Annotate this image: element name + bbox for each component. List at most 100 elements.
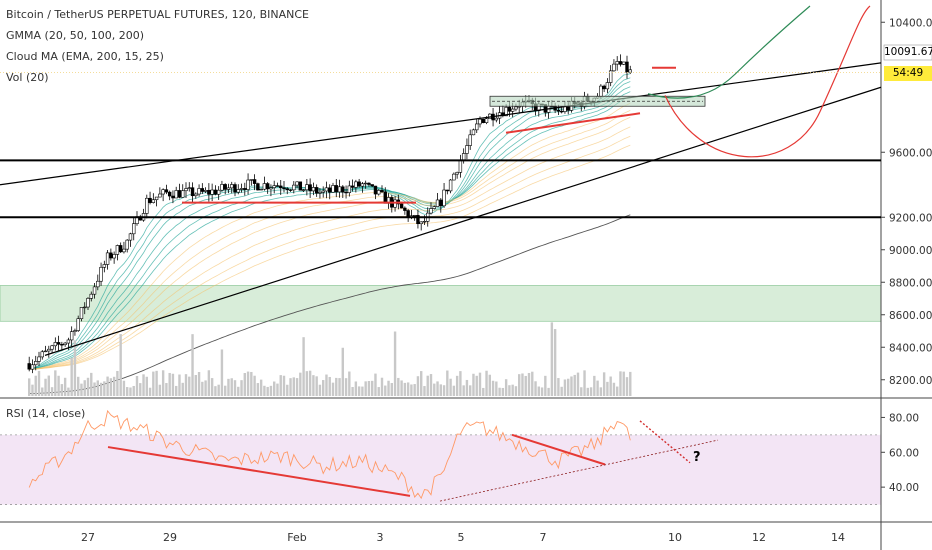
volume-bar [380, 377, 384, 396]
volume-bar [563, 379, 567, 396]
candle-up [622, 61, 626, 65]
volume-bar [462, 385, 465, 396]
candle-down [27, 363, 31, 370]
volume-bar [77, 376, 80, 396]
candle-up [321, 190, 325, 193]
volume-bar [416, 376, 420, 396]
volume-bar [341, 347, 344, 396]
volume-bar [449, 378, 452, 396]
candle-up [419, 221, 423, 225]
gmma-long-line [29, 144, 631, 370]
volume-bar [602, 372, 606, 396]
volume-bar [286, 384, 289, 396]
volume-bar [527, 372, 531, 396]
rsi-tick-label: 40.00 [889, 482, 919, 494]
volume-bar [576, 372, 580, 396]
rsi-rising-trendline [439, 439, 719, 502]
volume-bar [397, 377, 400, 396]
volume-bar [302, 337, 305, 396]
rsi-legend[interactable]: RSI (14, close) [6, 407, 86, 420]
candle-down [370, 184, 374, 187]
candle-down [190, 187, 195, 197]
volume-bar [328, 376, 331, 396]
upper-trendline [0, 62, 882, 186]
candle-up [465, 145, 469, 154]
candle-down [481, 118, 485, 123]
volume-bar [629, 371, 632, 396]
volume-bar [210, 378, 214, 396]
candle-up [599, 85, 603, 97]
volume-bar [207, 370, 211, 396]
candle-up [66, 339, 71, 344]
candle-up [354, 181, 358, 188]
volume-bar [312, 375, 315, 396]
volume-bar [377, 387, 380, 396]
last-price-badge [883, 44, 932, 61]
candle-down [308, 184, 312, 192]
candle-up [73, 330, 77, 333]
volume-bar [504, 379, 508, 396]
cloud-ma-legend[interactable]: Cloud MA (EMA, 200, 15, 25) [6, 50, 164, 63]
price-tick-label: 8200.00 [889, 375, 932, 387]
candle-up [249, 179, 254, 181]
volume-bar [63, 377, 67, 396]
volume-bar [34, 375, 37, 396]
volume-bar [400, 380, 403, 396]
candle-down [314, 187, 319, 194]
volume-legend[interactable]: Vol (20) [6, 71, 49, 84]
time-tick-label: 27 [81, 531, 95, 544]
volume-bar [501, 387, 505, 396]
volume-bar [109, 378, 113, 396]
volume-bar [547, 387, 550, 396]
volume-bar [220, 349, 224, 396]
gmma-legend[interactable]: GMMA (20, 50, 100, 200) [6, 29, 145, 42]
volume-bar [142, 374, 145, 396]
candle-up [112, 254, 116, 259]
volume-bar [511, 384, 514, 396]
volume-bar [420, 371, 423, 396]
candle-up [301, 189, 306, 191]
candle-up [158, 193, 162, 198]
volume-bar [322, 380, 325, 396]
candle-down [243, 188, 247, 190]
volume-bar [295, 378, 299, 396]
candle-down [285, 188, 289, 191]
candle-up [174, 190, 178, 199]
candle-down [507, 106, 512, 112]
volume-bar [518, 374, 521, 396]
volume-bar [508, 385, 511, 396]
volume-bar [259, 379, 263, 396]
volume-bar [514, 386, 518, 396]
candle-up [295, 181, 299, 186]
candle-down [282, 187, 286, 190]
candle-up [89, 293, 93, 299]
volume-bar [580, 387, 583, 396]
candle-down [445, 189, 450, 192]
volume-bar [544, 375, 547, 396]
volume-bar [96, 380, 99, 396]
volume-bar [152, 371, 155, 396]
rsi-projection-line [639, 420, 691, 464]
candle-down [566, 106, 570, 111]
candle-up [429, 208, 433, 214]
candle-down [56, 342, 61, 345]
gmma-long-line [29, 126, 631, 370]
candle-down [357, 181, 361, 187]
candle-up [475, 123, 479, 131]
volume-bar [586, 387, 589, 396]
candle-down [350, 185, 355, 188]
volume-bar [188, 376, 191, 396]
volume-bar [439, 384, 442, 396]
volume-bar [557, 378, 560, 396]
candle-up [422, 221, 427, 223]
volume-bar [531, 371, 534, 396]
price-tick-label: 8600.00 [889, 310, 932, 322]
candle-up [125, 239, 129, 250]
volume-bar [70, 357, 73, 396]
candle-down [167, 191, 172, 197]
volume-bar [224, 385, 227, 396]
volume-bar [112, 376, 116, 396]
volume-bar [534, 381, 537, 396]
gmma-long-line [29, 135, 631, 370]
